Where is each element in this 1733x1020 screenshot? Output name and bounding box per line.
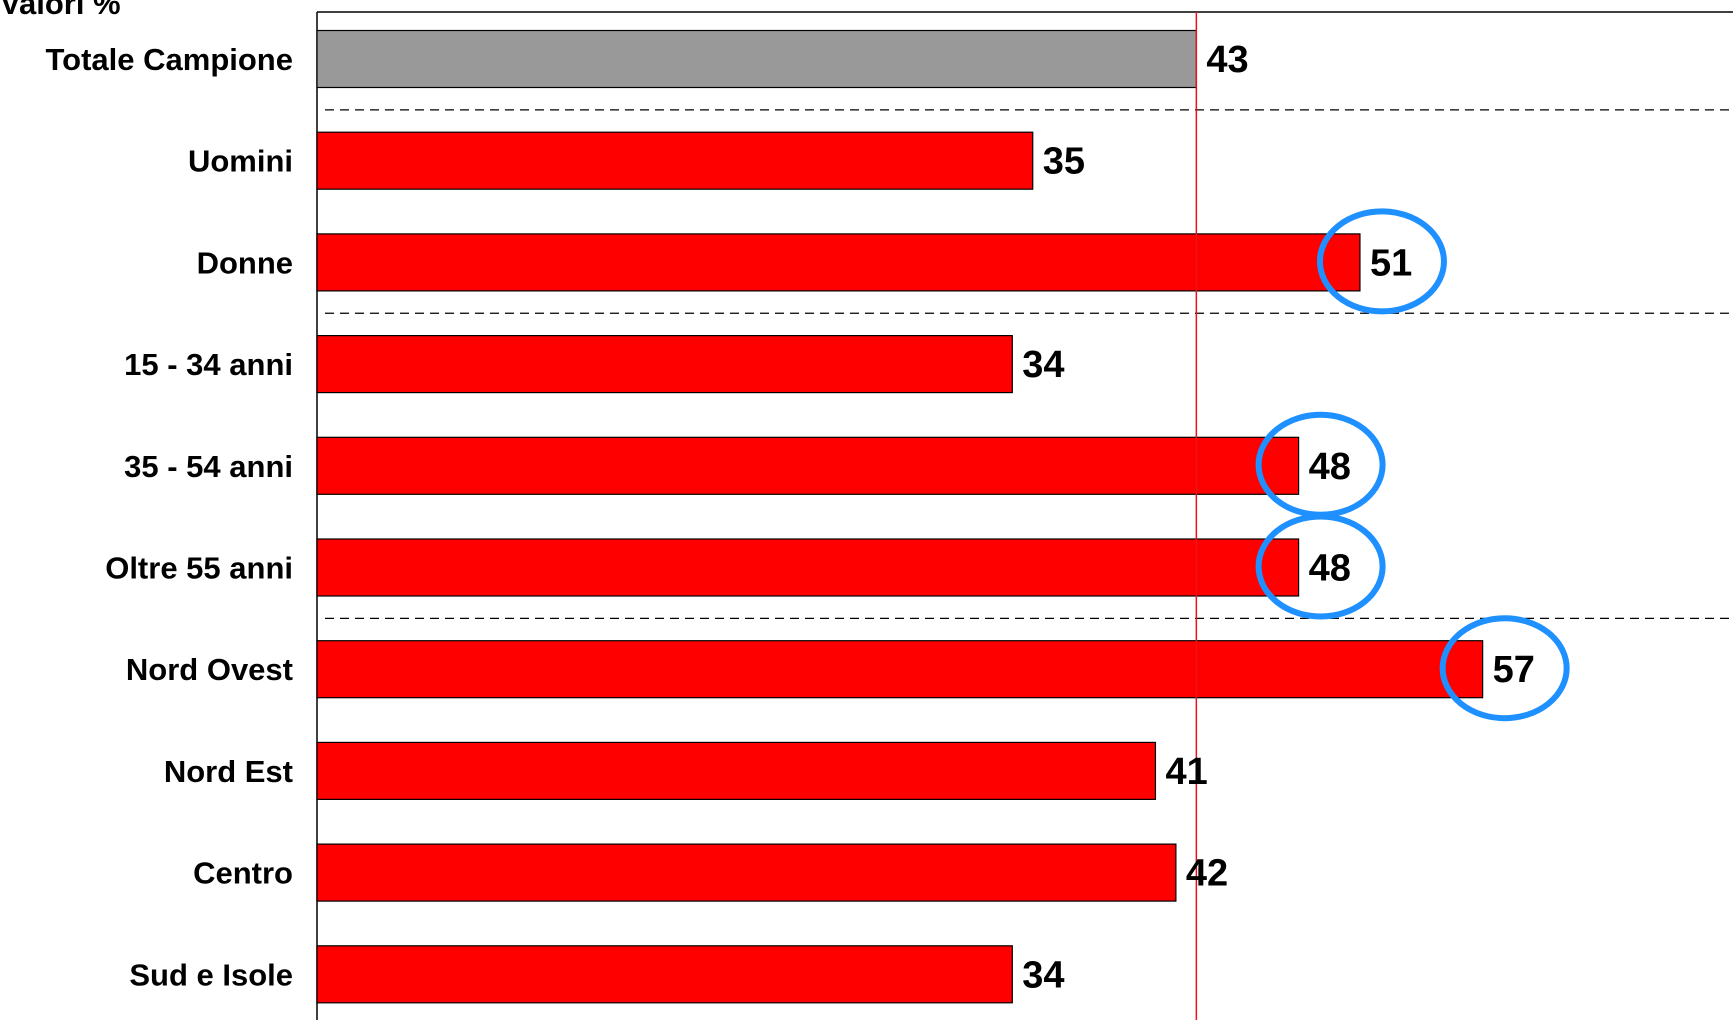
value-label-uomini: 35	[1043, 141, 1085, 183]
highlight-circle-nord-ovest	[1439, 615, 1570, 722]
category-label-totale-campione: Totale Campione	[46, 42, 293, 77]
bar-15-34-anni	[316, 335, 1013, 394]
value-label-totale-campione: 43	[1206, 39, 1248, 81]
bar-nord-ovest	[316, 640, 1484, 699]
unit-label: Valori %	[0, 0, 121, 21]
bar-donne	[316, 233, 1361, 292]
value-label-nord-est: 41	[1165, 751, 1207, 793]
category-label-15-34-anni: 15 - 34 anni	[124, 347, 293, 382]
value-label-donne: 51	[1370, 242, 1412, 284]
highlight-circle-oltre-55-anni	[1255, 513, 1386, 620]
bar-totale-campione	[316, 29, 1197, 89]
value-label-35-54-anni: 48	[1309, 446, 1351, 488]
category-label-uomini: Uomini	[188, 144, 293, 179]
category-label-nord-est: Nord Est	[164, 754, 293, 789]
highlight-circle-donne	[1316, 208, 1447, 315]
value-label-sud-e-isole: 34	[1022, 954, 1064, 996]
value-label-oltre-55-anni: 48	[1309, 548, 1351, 590]
value-label-centro: 42	[1186, 853, 1228, 895]
category-label-oltre-55-anni: Oltre 55 anni	[105, 551, 293, 586]
bars	[316, 29, 1484, 1004]
category-label-centro: Centro	[193, 856, 293, 891]
bar-sud-e-isole	[316, 945, 1013, 1004]
bar-uomini	[316, 131, 1034, 190]
category-label-sud-e-isole: Sud e Isole	[129, 957, 293, 992]
category-label-35-54-anni: 35 - 54 anni	[124, 449, 293, 484]
value-label-nord-ovest: 57	[1493, 649, 1535, 691]
value-labels: 43 35 51 34 48 48 57 41 42 34	[1022, 39, 1535, 996]
category-labels: Totale Campione Uomini Donne 15 - 34 anni 35…	[46, 42, 293, 992]
bar-nord-est	[316, 741, 1157, 801]
category-label-donne: Donne	[197, 245, 293, 280]
bar-35-54-anni	[316, 436, 1300, 495]
bar-centro	[316, 843, 1177, 902]
category-label-nord-ovest: Nord Ovest	[126, 652, 293, 687]
bar-oltre-55-anni	[316, 538, 1300, 597]
highlight-circles	[1255, 208, 1570, 722]
value-label-15-34-anni: 34	[1022, 344, 1064, 386]
